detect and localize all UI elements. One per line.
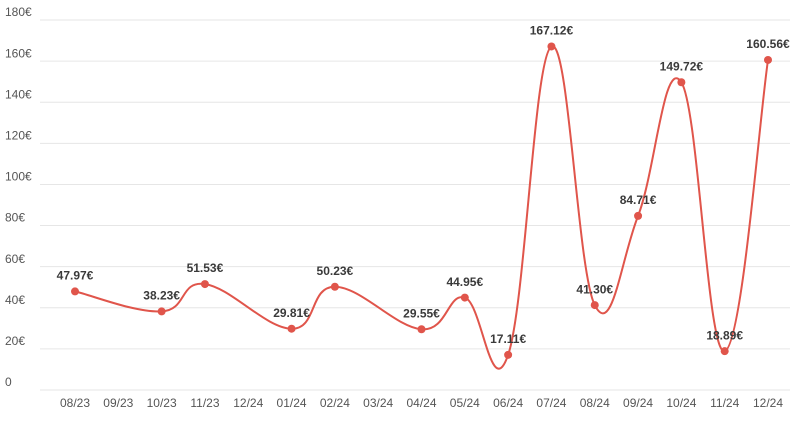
x-tick-label: 10/24: [666, 396, 696, 410]
point: [417, 325, 426, 334]
value-label: 41.30€: [576, 282, 613, 296]
x-tick-label: 04/24: [406, 396, 436, 410]
y-tick-label: 60€: [5, 252, 25, 266]
y-tick-label: 80€: [5, 211, 25, 225]
value-label: 84.71€: [620, 193, 657, 207]
x-tick-label: 03/24: [363, 396, 393, 410]
x-tick-label: 09/23: [103, 396, 133, 410]
point: [677, 78, 686, 87]
x-tick-label: 02/24: [320, 396, 350, 410]
point: [764, 55, 772, 64]
point: [504, 350, 513, 359]
point: [157, 307, 166, 316]
point: [200, 280, 209, 289]
value-label: 17.11€: [490, 332, 526, 346]
x-tick-label: 01/24: [277, 396, 307, 410]
value-label: 18.89€: [706, 328, 743, 342]
value-label: 29.81€: [273, 306, 310, 320]
point: [287, 324, 296, 333]
x-tick-label: 12/24: [753, 396, 783, 410]
value-label: 38.23€: [143, 289, 180, 303]
value-label: 51.53€: [187, 261, 224, 275]
point: [330, 282, 339, 291]
point: [460, 293, 469, 302]
y-tick-label: 120€: [5, 129, 32, 143]
x-tick-label: 09/24: [623, 396, 653, 410]
value-label: 149.72€: [660, 59, 704, 73]
x-tick-label: 10/23: [147, 396, 177, 410]
y-tick-label: 0: [5, 375, 12, 389]
y-tick-label: 20€: [5, 334, 25, 348]
x-tick-label: 06/24: [493, 396, 523, 410]
value-label: 160.56€: [746, 37, 790, 51]
value-label: 47.97€: [57, 269, 94, 283]
x-tick-label: 08/24: [580, 396, 610, 410]
point: [590, 301, 599, 310]
value-label: 44.95€: [446, 275, 483, 289]
x-tick-label: 11/23: [190, 396, 219, 410]
x-tick-label: 08/23: [60, 396, 90, 410]
point: [634, 211, 643, 220]
line: [74, 45, 769, 370]
value-label: 50.23€: [317, 264, 354, 278]
point: [720, 347, 729, 356]
value-label: 29.55€: [403, 306, 440, 320]
point: [71, 287, 79, 296]
x-tick-label: 07/24: [536, 396, 566, 410]
y-tick-label: 40€: [5, 293, 25, 307]
x-tick-label: 12/24: [233, 396, 263, 410]
y-tick-label: 160€: [5, 46, 32, 60]
y-tick-label: 100€: [5, 170, 32, 184]
x-tick-label: 05/24: [450, 396, 480, 410]
y-tick-label: 180€: [5, 5, 32, 19]
value-label: 167.12€: [530, 24, 574, 38]
x-tick-label: 11/24: [710, 396, 739, 410]
y-tick-label: 140€: [5, 87, 32, 101]
point: [547, 42, 556, 51]
